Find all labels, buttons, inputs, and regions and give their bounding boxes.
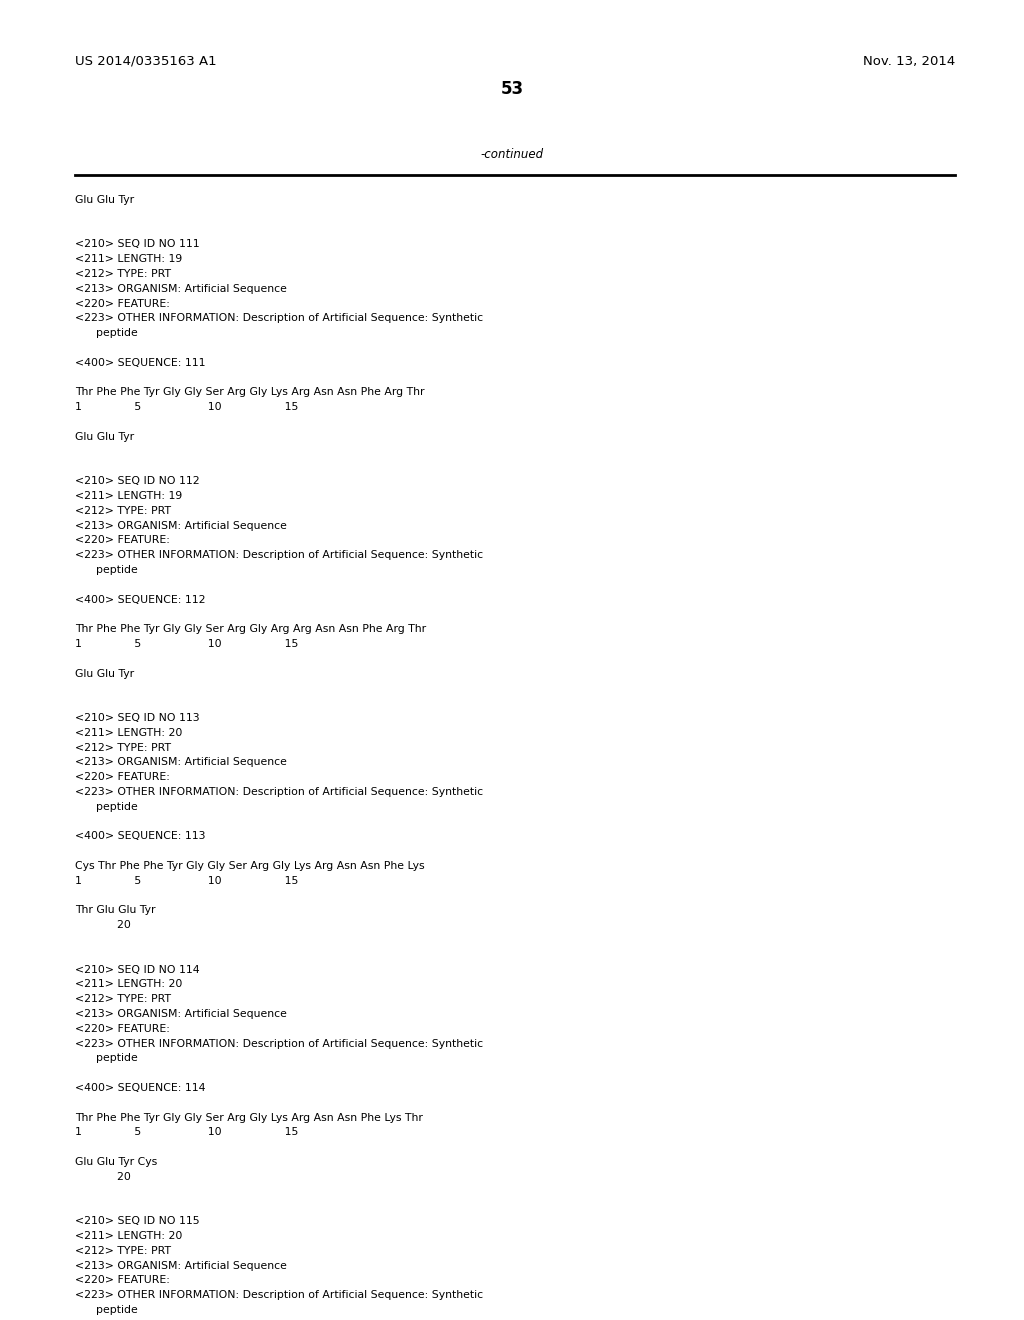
Text: <213> ORGANISM: Artificial Sequence: <213> ORGANISM: Artificial Sequence [75, 1008, 287, 1019]
Text: 1               5                   10                  15: 1 5 10 15 [75, 639, 298, 649]
Text: <211> LENGTH: 20: <211> LENGTH: 20 [75, 979, 182, 990]
Text: <210> SEQ ID NO 115: <210> SEQ ID NO 115 [75, 1216, 200, 1226]
Text: -continued: -continued [480, 148, 544, 161]
Text: <223> OTHER INFORMATION: Description of Artificial Sequence: Synthetic: <223> OTHER INFORMATION: Description of … [75, 1039, 483, 1048]
Text: <220> FEATURE:: <220> FEATURE: [75, 298, 170, 309]
Text: peptide: peptide [75, 801, 138, 812]
Text: <211> LENGTH: 20: <211> LENGTH: 20 [75, 727, 182, 738]
Text: <211> LENGTH: 19: <211> LENGTH: 19 [75, 255, 182, 264]
Text: 20: 20 [75, 1172, 131, 1181]
Text: US 2014/0335163 A1: US 2014/0335163 A1 [75, 55, 217, 69]
Text: <213> ORGANISM: Artificial Sequence: <213> ORGANISM: Artificial Sequence [75, 520, 287, 531]
Text: 1               5                   10                  15: 1 5 10 15 [75, 875, 298, 886]
Text: Thr Glu Glu Tyr: Thr Glu Glu Tyr [75, 906, 156, 915]
Text: Glu Glu Tyr: Glu Glu Tyr [75, 432, 134, 442]
Text: Glu Glu Tyr: Glu Glu Tyr [75, 669, 134, 678]
Text: 53: 53 [501, 81, 523, 98]
Text: <223> OTHER INFORMATION: Description of Artificial Sequence: Synthetic: <223> OTHER INFORMATION: Description of … [75, 787, 483, 797]
Text: <400> SEQUENCE: 114: <400> SEQUENCE: 114 [75, 1082, 206, 1093]
Text: 1               5                   10                  15: 1 5 10 15 [75, 403, 298, 412]
Text: peptide: peptide [75, 329, 138, 338]
Text: Thr Phe Phe Tyr Gly Gly Ser Arg Gly Arg Arg Asn Asn Phe Arg Thr: Thr Phe Phe Tyr Gly Gly Ser Arg Gly Arg … [75, 624, 426, 634]
Text: <400> SEQUENCE: 113: <400> SEQUENCE: 113 [75, 832, 206, 841]
Text: Nov. 13, 2014: Nov. 13, 2014 [863, 55, 955, 69]
Text: <210> SEQ ID NO 114: <210> SEQ ID NO 114 [75, 965, 200, 974]
Text: Glu Glu Tyr Cys: Glu Glu Tyr Cys [75, 1158, 158, 1167]
Text: <400> SEQUENCE: 112: <400> SEQUENCE: 112 [75, 594, 206, 605]
Text: <220> FEATURE:: <220> FEATURE: [75, 772, 170, 783]
Text: <210> SEQ ID NO 113: <210> SEQ ID NO 113 [75, 713, 200, 723]
Text: <212> TYPE: PRT: <212> TYPE: PRT [75, 506, 171, 516]
Text: <212> TYPE: PRT: <212> TYPE: PRT [75, 269, 171, 279]
Text: peptide: peptide [75, 1305, 138, 1315]
Text: <223> OTHER INFORMATION: Description of Artificial Sequence: Synthetic: <223> OTHER INFORMATION: Description of … [75, 550, 483, 560]
Text: Thr Phe Phe Tyr Gly Gly Ser Arg Gly Lys Arg Asn Asn Phe Arg Thr: Thr Phe Phe Tyr Gly Gly Ser Arg Gly Lys … [75, 387, 425, 397]
Text: peptide: peptide [75, 1053, 138, 1064]
Text: <212> TYPE: PRT: <212> TYPE: PRT [75, 743, 171, 752]
Text: <211> LENGTH: 19: <211> LENGTH: 19 [75, 491, 182, 502]
Text: Thr Phe Phe Tyr Gly Gly Ser Arg Gly Lys Arg Asn Asn Phe Lys Thr: Thr Phe Phe Tyr Gly Gly Ser Arg Gly Lys … [75, 1113, 423, 1122]
Text: Glu Glu Tyr: Glu Glu Tyr [75, 195, 134, 205]
Text: <213> ORGANISM: Artificial Sequence: <213> ORGANISM: Artificial Sequence [75, 758, 287, 767]
Text: <220> FEATURE:: <220> FEATURE: [75, 536, 170, 545]
Text: <220> FEATURE:: <220> FEATURE: [75, 1024, 170, 1034]
Text: peptide: peptide [75, 565, 138, 576]
Text: 1               5                   10                  15: 1 5 10 15 [75, 1127, 298, 1138]
Text: Cys Thr Phe Phe Tyr Gly Gly Ser Arg Gly Lys Arg Asn Asn Phe Lys: Cys Thr Phe Phe Tyr Gly Gly Ser Arg Gly … [75, 861, 425, 871]
Text: <400> SEQUENCE: 111: <400> SEQUENCE: 111 [75, 358, 206, 368]
Text: <213> ORGANISM: Artificial Sequence: <213> ORGANISM: Artificial Sequence [75, 284, 287, 294]
Text: <223> OTHER INFORMATION: Description of Artificial Sequence: Synthetic: <223> OTHER INFORMATION: Description of … [75, 313, 483, 323]
Text: <210> SEQ ID NO 111: <210> SEQ ID NO 111 [75, 239, 200, 249]
Text: <220> FEATURE:: <220> FEATURE: [75, 1275, 170, 1286]
Text: <212> TYPE: PRT: <212> TYPE: PRT [75, 1246, 171, 1255]
Text: <212> TYPE: PRT: <212> TYPE: PRT [75, 994, 171, 1005]
Text: 20: 20 [75, 920, 131, 931]
Text: <210> SEQ ID NO 112: <210> SEQ ID NO 112 [75, 477, 200, 486]
Text: <223> OTHER INFORMATION: Description of Artificial Sequence: Synthetic: <223> OTHER INFORMATION: Description of … [75, 1290, 483, 1300]
Text: <211> LENGTH: 20: <211> LENGTH: 20 [75, 1232, 182, 1241]
Text: <213> ORGANISM: Artificial Sequence: <213> ORGANISM: Artificial Sequence [75, 1261, 287, 1271]
